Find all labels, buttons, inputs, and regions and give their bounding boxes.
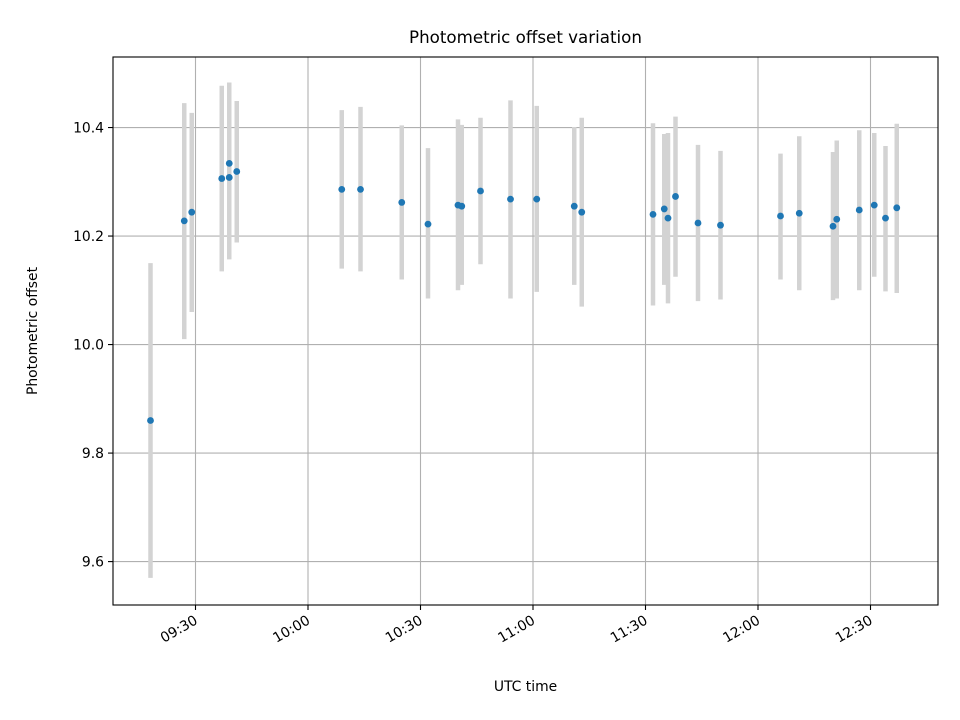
plot-frame xyxy=(112,56,939,606)
data-point xyxy=(233,168,241,175)
point-layer xyxy=(147,159,901,424)
data-point xyxy=(225,174,233,181)
data-point xyxy=(660,205,668,213)
grid-layer xyxy=(113,57,938,605)
data-point xyxy=(398,199,406,206)
y-tick-label: 10.0 xyxy=(73,338,104,354)
data-point xyxy=(717,221,724,229)
data-point xyxy=(795,209,803,217)
data-point xyxy=(777,212,784,220)
y-tick-label: 9.6 xyxy=(82,555,104,571)
data-point xyxy=(694,219,702,227)
data-point xyxy=(829,222,837,230)
data-point xyxy=(578,208,586,216)
data-point xyxy=(893,204,901,212)
data-point xyxy=(533,195,541,203)
data-point xyxy=(357,185,364,193)
data-point xyxy=(477,187,484,195)
data-point xyxy=(507,195,514,203)
data-point xyxy=(225,159,233,167)
data-point xyxy=(188,208,196,216)
data-point xyxy=(870,201,878,209)
data-point xyxy=(338,185,346,193)
data-point xyxy=(424,220,432,228)
y-tick-label: 10.4 xyxy=(73,121,104,137)
data-point xyxy=(855,206,863,214)
data-point xyxy=(570,202,578,210)
data-point xyxy=(649,210,657,218)
data-point xyxy=(180,217,188,225)
y-tick-label: 10.2 xyxy=(73,229,104,245)
data-point xyxy=(147,417,154,424)
data-point xyxy=(664,214,672,222)
data-point xyxy=(882,214,889,222)
data-point xyxy=(672,193,679,200)
y-tick-label: 9.8 xyxy=(82,446,104,462)
data-point xyxy=(218,175,226,182)
y-axis-label: Photometric offset xyxy=(25,266,41,395)
data-point xyxy=(458,202,466,210)
data-point xyxy=(833,215,841,223)
x-axis-label: UTC time xyxy=(494,679,557,695)
chart-title: Photometric offset variation xyxy=(409,27,642,47)
